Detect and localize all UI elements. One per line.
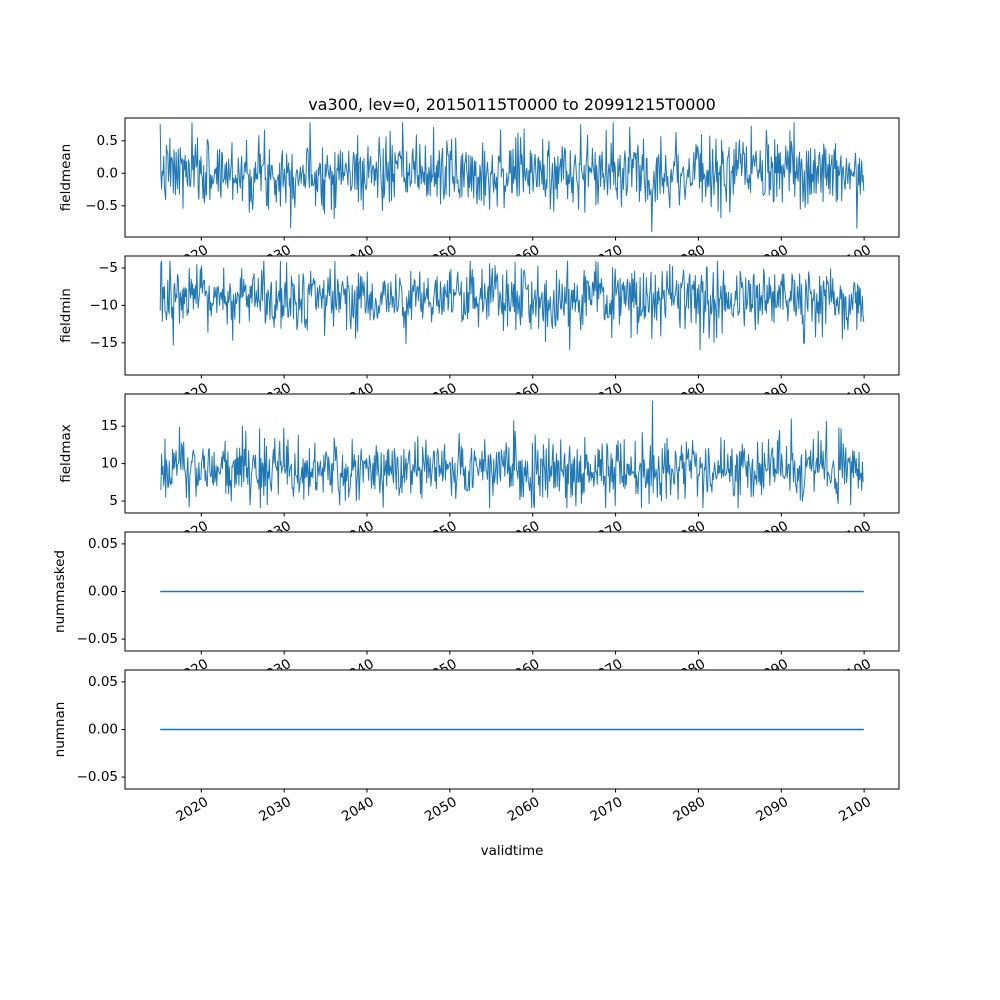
x-tick-label: 2060 (505, 794, 543, 825)
subplot-fieldmin: −5−10−1520202030204020502060207020802090… (58, 255, 900, 411)
y-tick-label: 0.05 (88, 674, 118, 690)
y-axis-label-nummasked: nummasked (52, 550, 68, 633)
y-tick-label: 0.0 (97, 165, 118, 181)
x-tick-label: 2020 (173, 794, 211, 825)
y-tick-label: 0.00 (88, 584, 118, 600)
y-tick-label: 15 (101, 418, 118, 434)
axes-background (125, 394, 899, 513)
y-tick-label: −10 (90, 297, 119, 313)
x-tick-label: 2100 (836, 794, 874, 825)
y-tick-label: −5 (98, 260, 118, 276)
axes-frame (124, 255, 900, 376)
x-tick-label: 2050 (422, 794, 460, 825)
y-axis-label-numnan: numnan (52, 702, 68, 758)
y-tick-label: 0.00 (88, 722, 118, 738)
x-tick-label: 2030 (256, 794, 294, 825)
y-tick-label: −0.05 (77, 769, 118, 785)
x-tick-label: 2070 (588, 794, 626, 825)
subplot-numnan: 0.05 0.00 −0.05 2020 2030 2040 2050 2060 2070 208… (52, 669, 900, 825)
x-tick-label: 2090 (753, 794, 791, 825)
axes-frame (124, 117, 900, 238)
x-tick-label: 2040 (339, 794, 377, 825)
y-tick-label: 0.05 (88, 536, 118, 552)
subplot-nummasked: 0.050.00−0.05202020302040205020602070208… (52, 531, 900, 687)
y-axis-label-fieldmean: fieldmean (58, 144, 74, 211)
series-line-fieldmin (159, 260, 865, 351)
y-tick-label: 0.5 (97, 133, 118, 149)
y-tick-label: −0.5 (85, 198, 118, 214)
y-axis-label-fieldmin: fieldmin (58, 288, 74, 343)
y-tick-label: 10 (101, 456, 118, 472)
series-line-fieldmax (159, 400, 865, 509)
axes-frame (124, 393, 900, 514)
x-tick-label: 2080 (670, 794, 708, 825)
y-tick-label: −0.05 (77, 631, 118, 647)
subplot-fieldmax: 1510520202030204020502060207020802090210… (58, 393, 900, 549)
y-tick-label: −15 (90, 335, 119, 351)
subplot-fieldmean: 0.50.0−0.5202020302040205020602070208020… (58, 117, 900, 273)
x-axis-label: validtime (480, 843, 544, 859)
chart-title: va300, lev=0, 20150115T0000 to 20991215T… (308, 95, 716, 114)
y-tick-label: 5 (109, 493, 118, 509)
y-axis-label-fieldmax: fieldmax (58, 424, 74, 483)
series-line-fieldmean (159, 122, 865, 233)
